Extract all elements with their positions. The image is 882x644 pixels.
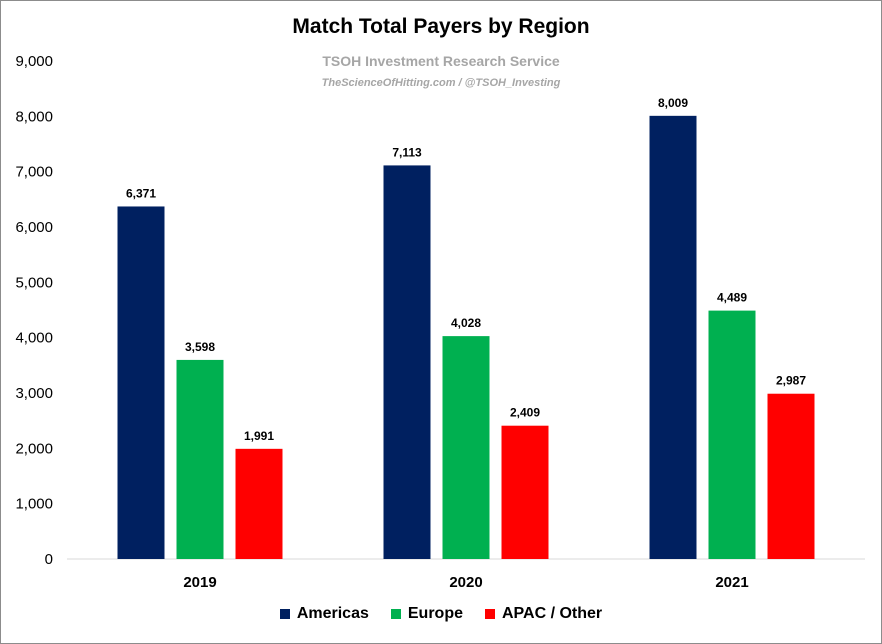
chart-legend: Americas Europe APAC / Other [1, 605, 881, 623]
x-tick-label: 2020 [449, 574, 482, 591]
bar-europe-2020 [442, 336, 490, 559]
chart-subtitle: TSOH Investment Research Service [322, 53, 560, 69]
bar-apac-other-2020 [501, 425, 549, 559]
y-tick-label: 4,000 [15, 330, 53, 347]
data-label: 8,009 [658, 96, 688, 110]
chart-source-line: TheScienceOfHitting.com / @TSOH_Investin… [321, 77, 561, 89]
legend-swatch [485, 609, 495, 619]
bar-europe-2019 [176, 359, 224, 559]
data-label: 4,028 [451, 316, 481, 330]
y-tick-label: 2,000 [15, 440, 53, 457]
legend-item: Americas [279, 605, 369, 623]
data-label: 1,991 [244, 429, 274, 443]
bar-americas-2020 [383, 165, 431, 559]
y-tick-label: 0 [45, 551, 53, 568]
y-tick-label: 8,000 [15, 108, 53, 125]
legend-swatch [390, 609, 401, 619]
legend-label: Americas [296, 605, 369, 622]
data-label: 6,371 [126, 186, 156, 200]
bar-apac-other-2021 [767, 393, 815, 559]
y-tick-label: 1,000 [15, 496, 53, 513]
legend-label: Europe [407, 605, 463, 622]
data-label: 2,409 [510, 406, 540, 420]
y-tick-label: 9,000 [15, 53, 53, 70]
bar-europe-2021 [708, 310, 756, 559]
data-label: 2,987 [776, 374, 806, 388]
y-tick-label: 7,000 [15, 164, 53, 181]
legend-item: Europe [390, 605, 463, 623]
data-label: 4,489 [717, 291, 747, 305]
bar-americas-2019 [117, 206, 165, 560]
legend-item: APAC / Other [485, 605, 602, 623]
legend-swatch [279, 609, 290, 619]
y-tick-label: 5,000 [15, 274, 53, 291]
x-tick-label: 2019 [183, 574, 216, 591]
data-label: 3,598 [185, 340, 215, 354]
bar-americas-2021 [649, 115, 697, 560]
bar-apac-other-2019 [235, 448, 283, 559]
chart-title: Match Total Payers by Region [292, 15, 590, 38]
x-tick-label: 2021 [715, 574, 748, 591]
y-tick-label: 6,000 [15, 219, 53, 236]
legend-label: APAC / Other [502, 605, 603, 622]
data-label: 7,113 [392, 145, 422, 159]
y-tick-label: 3,000 [15, 385, 53, 402]
